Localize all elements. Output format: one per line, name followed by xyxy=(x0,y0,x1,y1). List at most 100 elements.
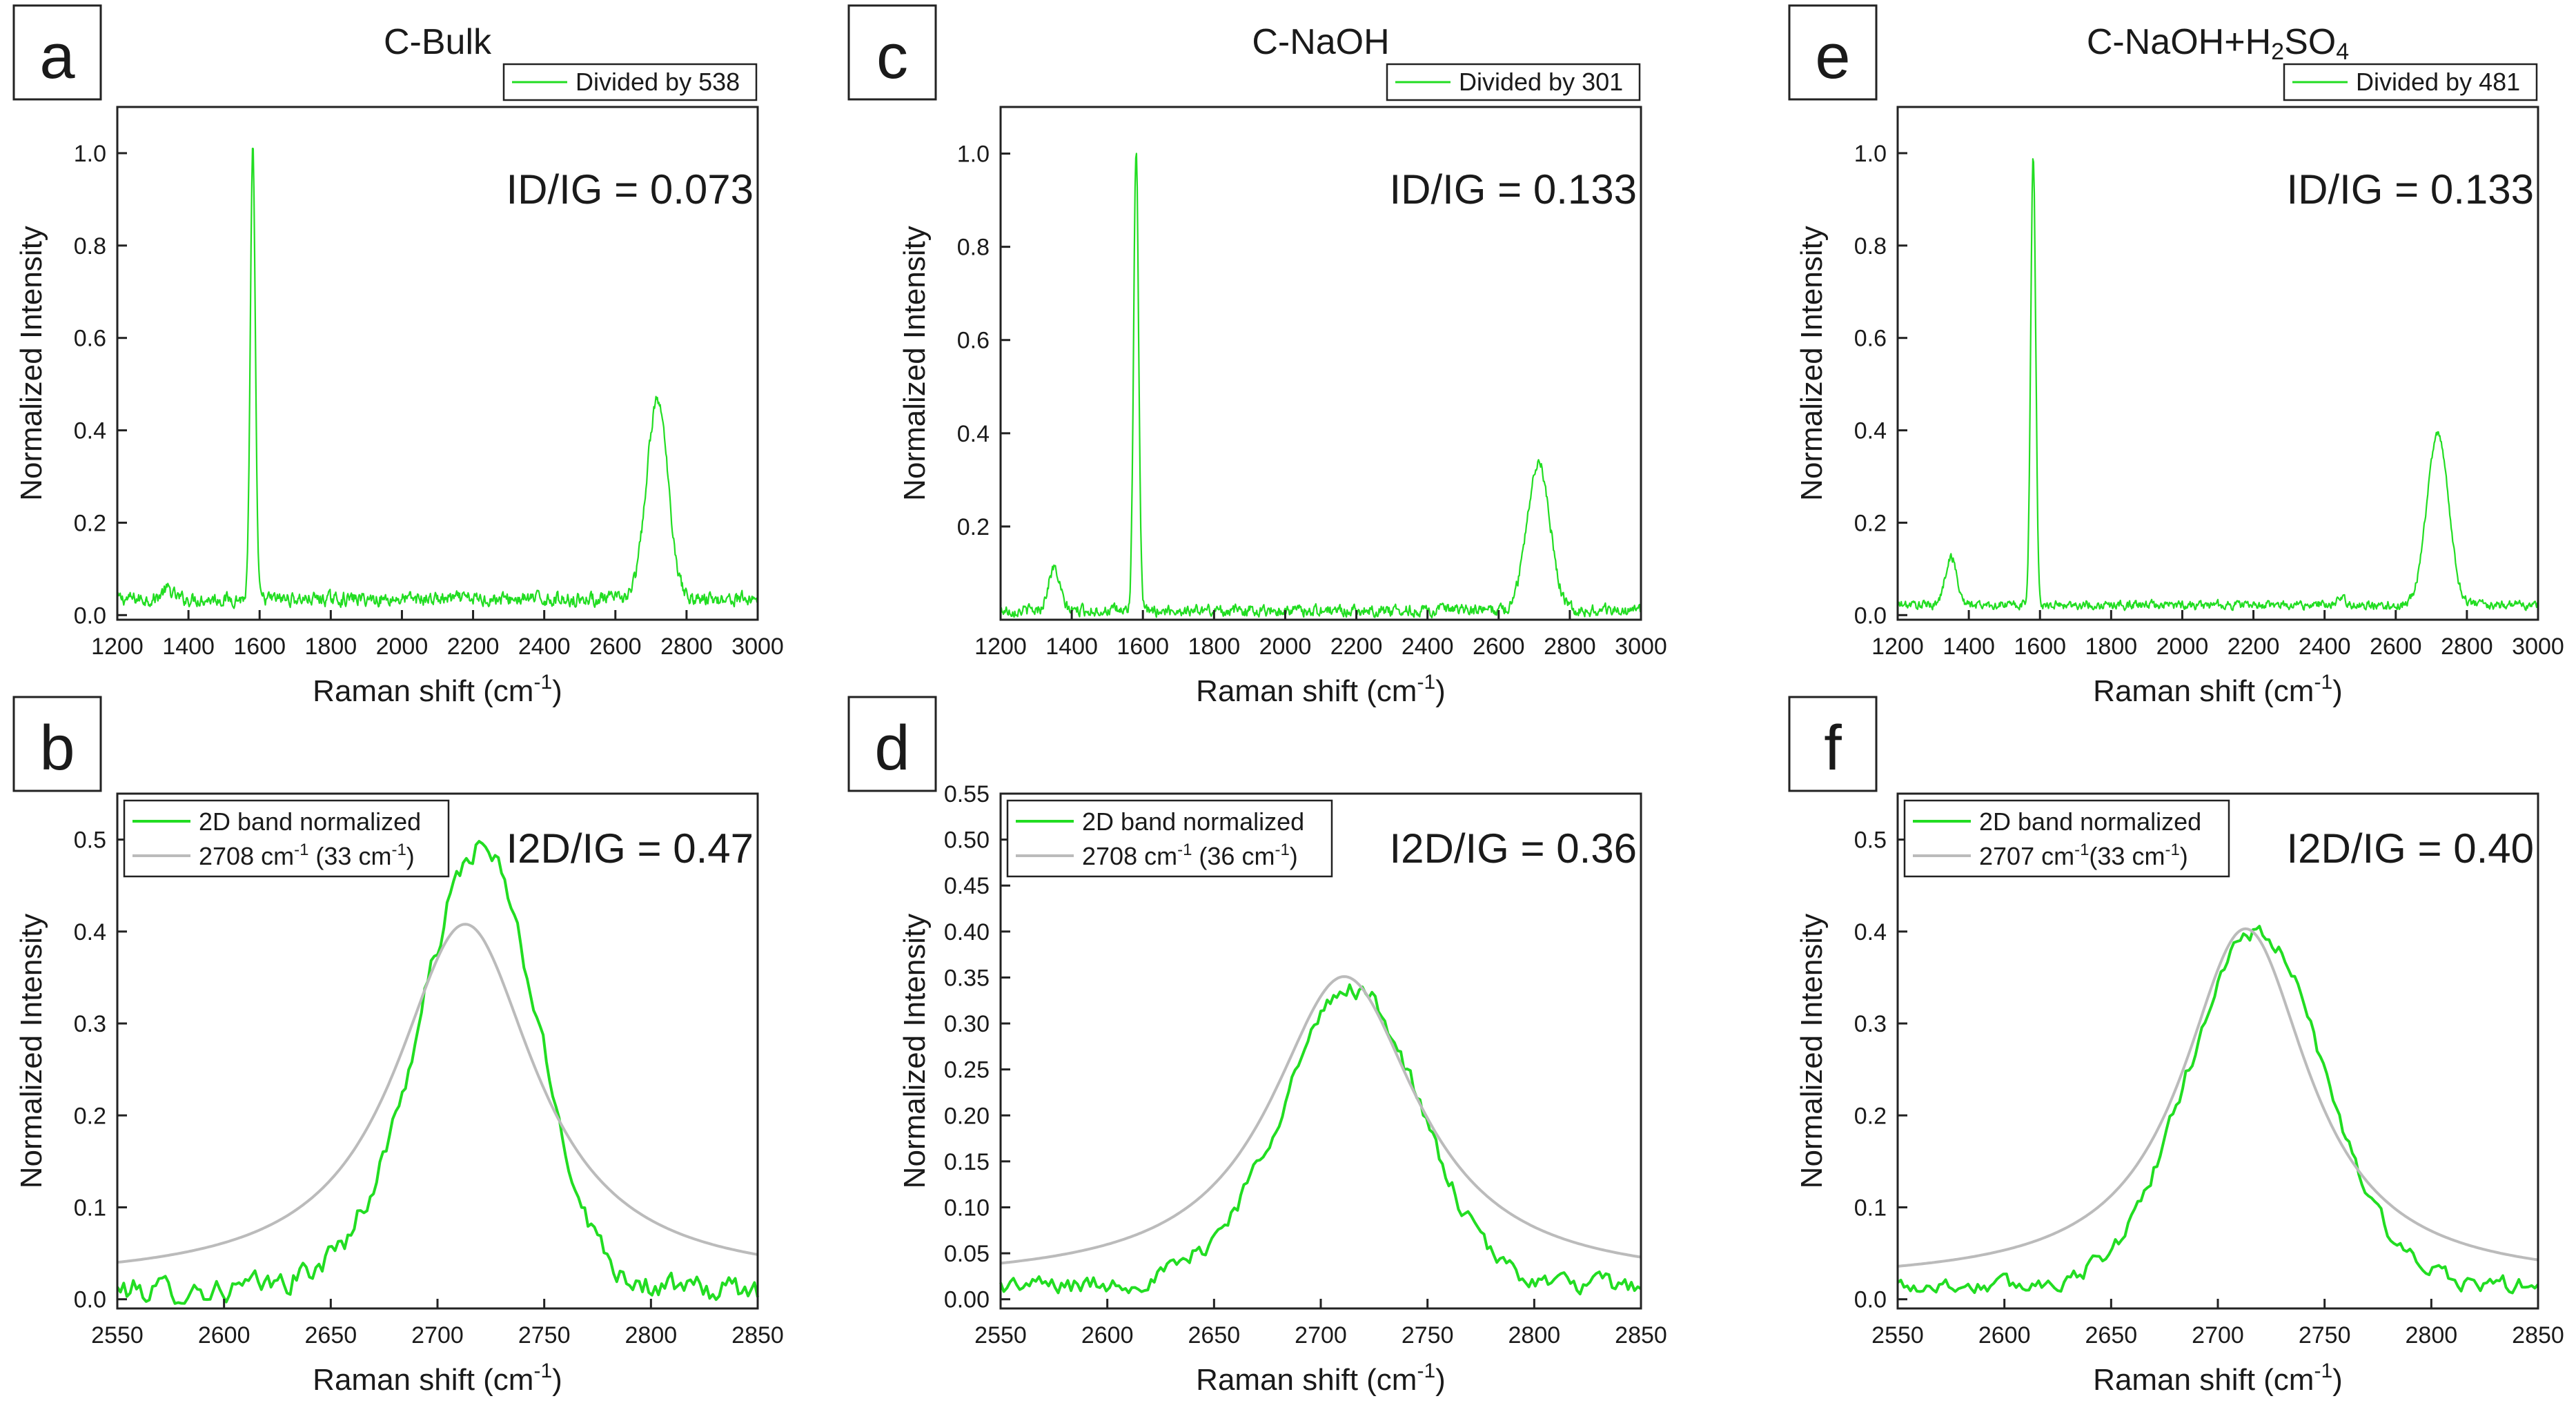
x-tick-label: 2550 xyxy=(91,1322,144,1348)
series-line-spectrum xyxy=(116,840,759,1305)
y-tick-label: 0.5 xyxy=(1854,827,1887,854)
y-tick-label: 0.35 xyxy=(944,965,990,991)
y-axis-label: Normalized Intensity xyxy=(1795,914,1829,1189)
legend: Divided by 481 xyxy=(2283,63,2538,101)
panel-f: f 2550 2600 2650 2700 2750 2800 2850 0.0 0.1 0.2 0.… xyxy=(1788,696,2564,1397)
series-line-fit xyxy=(1897,927,2539,1268)
x-tick-label: 2000 xyxy=(376,634,429,660)
x-tick-label: 1200 xyxy=(974,634,1027,660)
x-tick-label: 2400 xyxy=(1402,634,1454,660)
series-line-spectrum xyxy=(1000,153,1642,619)
panel-title: C-Bulk xyxy=(384,22,492,62)
panel-label-box xyxy=(847,696,937,792)
y-tick-label: 0.4 xyxy=(74,418,106,444)
ratio-annotation: ID/IG = 0.073 xyxy=(506,166,754,213)
legend: 2D band normalized 2707 cm-1(33 cm-1) xyxy=(1903,799,2230,878)
series-line-spectrum xyxy=(1896,925,2539,1295)
legend-label: Divided by 301 xyxy=(1459,68,1623,96)
x-tick-label: 2750 xyxy=(1402,1322,1454,1348)
x-tick-label: 1600 xyxy=(1117,634,1169,660)
y-tick-label: 0.8 xyxy=(1854,233,1887,259)
y-axis-label: Normalized Intensity xyxy=(14,226,48,501)
x-tick-label: 1400 xyxy=(162,634,215,660)
series-line-spectrum xyxy=(116,148,758,609)
x-axis-label: Raman shift (cm-1) xyxy=(2093,1360,2343,1397)
x-tick-label: 1600 xyxy=(233,634,286,660)
x-axis-label: Raman shift (cm-1) xyxy=(2093,671,2343,708)
x-tick-label: 3000 xyxy=(731,634,784,660)
x-tick-label: 1800 xyxy=(2085,634,2138,660)
panel-title: C-NaOH+H2SO4 xyxy=(2087,22,2349,65)
legend-box xyxy=(1903,799,2230,878)
y-tick-label: 0.30 xyxy=(944,1011,990,1037)
legend-label: 2D band normalized xyxy=(199,807,421,836)
y-tick-label: 0.8 xyxy=(957,235,990,261)
ratio-annotation: ID/IG = 0.133 xyxy=(1389,166,1637,213)
y-axis-label: Normalized Intensity xyxy=(1795,226,1829,501)
x-tick-label: 1200 xyxy=(1871,634,1924,660)
x-tick-label: 2550 xyxy=(1871,1322,1924,1348)
y-tick-label: 0.4 xyxy=(957,421,990,447)
panel-e: e C-NaOH+H2SO4 1200 1400 1600 1800 2000 2200 240… xyxy=(1788,4,2564,708)
ratio-annotation: I2D/IG = 0.40 xyxy=(2286,825,2534,872)
x-tick-label: 2800 xyxy=(1508,1322,1561,1348)
legend-label: Divided by 538 xyxy=(576,68,740,96)
x-tick-label: 1400 xyxy=(1943,634,1995,660)
panel-label: f xyxy=(1824,713,1842,783)
x-tick-label: 2400 xyxy=(2299,634,2351,660)
x-tick-label: 2700 xyxy=(1295,1322,1347,1348)
y-axis-label: Normalized Intensity xyxy=(14,914,48,1189)
x-tick-label: 2800 xyxy=(2406,1322,2458,1348)
x-tick-label: 2400 xyxy=(518,634,571,660)
x-tick-label: 2600 xyxy=(1473,634,1525,660)
x-tick-label: 3000 xyxy=(2512,634,2564,660)
legend: Divided by 538 xyxy=(502,63,758,101)
y-tick-label: 0.3 xyxy=(1854,1011,1887,1037)
x-tick-label: 1400 xyxy=(1045,634,1098,660)
x-tick-label: 2000 xyxy=(1259,634,1312,660)
x-tick-label: 2600 xyxy=(2370,634,2422,660)
y-axis-label: Normalized Intensity xyxy=(898,226,932,501)
panel-label: e xyxy=(1815,21,1850,92)
y-tick-label: 0.45 xyxy=(944,873,990,899)
ratio-annotation: I2D/IG = 0.36 xyxy=(1389,825,1637,872)
y-tick-label: 0.4 xyxy=(1854,919,1887,945)
panel-label-box xyxy=(1788,4,1878,101)
y-tick-label: 0.8 xyxy=(74,233,106,259)
panel-label: b xyxy=(39,713,75,783)
panel-c: c C-NaOH 1200 1400 1600 1800 2000 2200 2400 2600 2… xyxy=(847,4,1667,708)
x-tick-label: 1800 xyxy=(1188,634,1241,660)
panel-d: d 2550 2600 2650 2700 2750 2800 2850 0.00 0.05 0.1… xyxy=(847,696,1667,1397)
plot-frame xyxy=(116,106,759,621)
y-tick-label: 0.15 xyxy=(944,1149,990,1175)
x-tick-label: 2650 xyxy=(2085,1322,2138,1348)
x-tick-label: 2850 xyxy=(1615,1322,1667,1348)
legend-box xyxy=(1006,799,1333,878)
x-tick-label: 2850 xyxy=(2512,1322,2564,1348)
y-tick-label: 0.2 xyxy=(1854,1103,1887,1129)
x-axis-label: Raman shift (cm-1) xyxy=(313,671,562,708)
x-tick-label: 2800 xyxy=(625,1322,678,1348)
y-tick-label: 0.20 xyxy=(944,1103,990,1129)
legend-label: 2D band normalized xyxy=(1979,807,2201,836)
x-tick-label: 2800 xyxy=(1544,634,1596,660)
x-tick-label: 2750 xyxy=(518,1322,571,1348)
panel-label-box xyxy=(1788,696,1878,792)
ratio-annotation: ID/IG = 0.133 xyxy=(2286,166,2534,213)
plot-frame xyxy=(1896,106,2539,621)
x-axis-label: Raman shift (cm-1) xyxy=(313,1360,562,1397)
x-tick-label: 1600 xyxy=(2014,634,2066,660)
x-tick-label: 1800 xyxy=(305,634,357,660)
y-tick-label: 0.2 xyxy=(1854,510,1887,536)
y-tick-label: 0.0 xyxy=(1854,602,1887,629)
y-tick-label: 0.40 xyxy=(944,919,990,945)
x-tick-label: 2850 xyxy=(731,1322,784,1348)
x-tick-label: 2800 xyxy=(2441,634,2493,660)
y-tick-label: 0.4 xyxy=(1854,418,1887,444)
x-tick-label: 2600 xyxy=(589,634,642,660)
series-line-spectrum xyxy=(999,983,1642,1295)
series-line-spectrum xyxy=(1897,158,2539,611)
y-tick-label: 0.2 xyxy=(74,1103,106,1129)
ratio-annotation: I2D/IG = 0.47 xyxy=(506,825,754,872)
